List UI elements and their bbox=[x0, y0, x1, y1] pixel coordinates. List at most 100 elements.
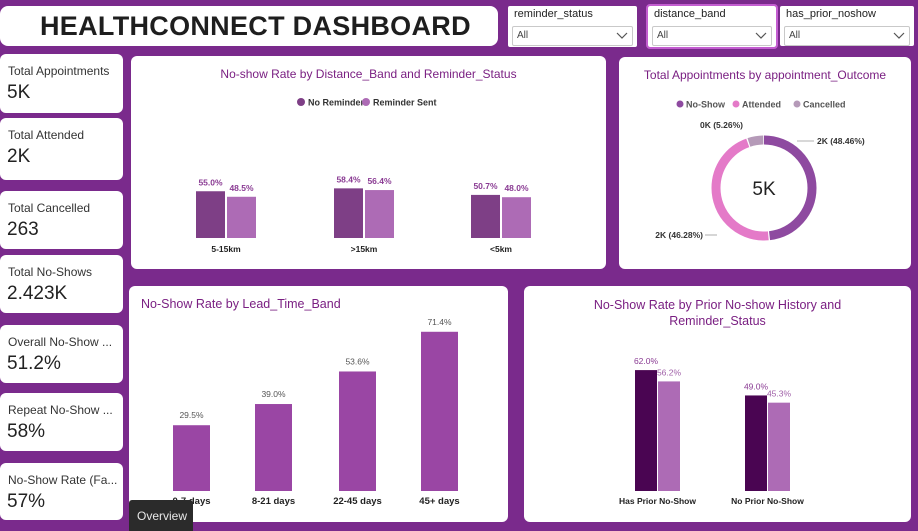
kpi-label: Total No-Shows bbox=[8, 265, 93, 279]
bar-5-15km-no-reminder bbox=[196, 191, 225, 238]
kpi-value: 57% bbox=[7, 491, 46, 512]
bar-8-21 days bbox=[255, 404, 292, 491]
kpi-overall-no-show-rate: Overall No-Show ... 51.2% bbox=[0, 325, 123, 383]
legend-marker bbox=[297, 98, 305, 106]
distance-chart-card: No-show Rate by Distance_Band and Remind… bbox=[131, 56, 606, 269]
slice-label: 2K (46.28%) bbox=[655, 230, 703, 240]
x-tick-label: Has Prior No-Show bbox=[619, 496, 696, 506]
legend-marker bbox=[676, 100, 684, 108]
slicer-label: has_prior_noshow bbox=[786, 8, 876, 20]
chart-title: Total Appointments by appointment_Outcom… bbox=[643, 68, 887, 82]
bar-45+ days bbox=[421, 331, 458, 491]
kpi-label: Total Appointments bbox=[8, 64, 110, 78]
kpi-label: Total Cancelled bbox=[8, 201, 91, 215]
slicer-value: All bbox=[517, 30, 529, 41]
kpi-total-cancelled: Total Cancelled 263 bbox=[0, 191, 123, 249]
distance-bar-chart: No Reminder Reminder Sent 55.0% 48.5% 5-15km… bbox=[196, 98, 531, 254]
kpi-value: 58% bbox=[7, 421, 46, 442]
x-tick-label: >15km bbox=[351, 244, 378, 254]
chevron-down-icon bbox=[893, 32, 905, 39]
bar-5-15km-reminder-sent bbox=[227, 196, 256, 238]
kpi-repeat-no-show-rate: Repeat No-Show ... 58% bbox=[0, 393, 123, 451]
page-tab-label: Overview bbox=[137, 509, 188, 523]
kpi-total-no-shows: Total No-Shows 2.423K bbox=[0, 255, 123, 313]
x-tick-label: <5km bbox=[490, 244, 512, 254]
donut-center-label: 5K bbox=[752, 179, 776, 200]
kpi-label: Overall No-Show ... bbox=[8, 335, 113, 349]
slicer-distance-band[interactable]: distance_band All bbox=[646, 4, 778, 49]
page-tab-overview[interactable]: Overview bbox=[129, 500, 193, 531]
kpi-value: 2K bbox=[7, 146, 31, 167]
legend-marker bbox=[362, 98, 370, 106]
leadtime-chart-card: No-Show Rate by Lead_Time_Band 29.5%0-7 … bbox=[129, 286, 508, 522]
bar-0-7 days bbox=[173, 425, 210, 491]
prior-chart-card: No-Show Rate by Prior No-show History an… bbox=[524, 286, 911, 522]
title-card: HEALTHCONNECT DASHBOARD bbox=[0, 6, 498, 46]
data-label: 48.5% bbox=[229, 183, 254, 193]
x-tick-label: No Prior No-Show bbox=[731, 496, 804, 506]
kpi-label: No-Show Rate (Fa... bbox=[8, 473, 118, 487]
chart-title: No-Show Rate by Prior No-show History an… bbox=[593, 298, 842, 328]
kpi-total-attended: Total Attended 2K bbox=[0, 118, 123, 180]
kpi-no-show-rate-fa: No-Show Rate (Fa... 57% bbox=[0, 463, 123, 520]
legend-label: Reminder Sent bbox=[373, 98, 437, 108]
chart-title: No-Show Rate by Lead_Time_Band bbox=[141, 297, 341, 311]
data-label: 45.3% bbox=[767, 389, 792, 399]
legend-label: Attended bbox=[742, 100, 781, 110]
bar-<5km-no-reminder bbox=[471, 194, 500, 238]
data-label: 29.5% bbox=[179, 410, 204, 420]
bar-<5km-reminder-sent bbox=[502, 197, 531, 238]
bar-Has Prior No-Show-series-1 bbox=[658, 381, 680, 491]
data-label: 71.4% bbox=[427, 317, 452, 327]
slicer-dropdown[interactable]: All bbox=[652, 26, 772, 46]
slicer-reminder-status[interactable]: reminder_status All bbox=[508, 6, 637, 47]
legend-label: No Reminder bbox=[308, 98, 365, 108]
data-label: 39.0% bbox=[261, 389, 286, 399]
slicer-label: distance_band bbox=[654, 8, 726, 20]
data-label: 55.0% bbox=[198, 177, 223, 187]
kpi-total-appointments: Total Appointments 5K bbox=[0, 54, 123, 113]
legend-label: No-Show bbox=[686, 100, 726, 110]
outcome-chart-card: Total Appointments by appointment_Outcom… bbox=[619, 57, 911, 269]
prior-bar-chart: 62.0%56.2% Has Prior No-Show 49.0%45.3% No … bbox=[619, 356, 804, 506]
legend-marker bbox=[793, 100, 801, 108]
data-label: 48.0% bbox=[504, 183, 529, 193]
x-tick-label: 45+ days bbox=[419, 496, 459, 507]
bar-Has Prior No-Show-series-0 bbox=[635, 370, 657, 491]
slice-label: 0K (5.26%) bbox=[700, 120, 743, 130]
data-label: 53.6% bbox=[345, 356, 370, 366]
bar-22-45 days bbox=[339, 371, 376, 491]
data-label: 50.7% bbox=[473, 181, 498, 191]
slicer-value: All bbox=[789, 30, 801, 41]
donut-slice-attended bbox=[711, 135, 817, 241]
slicer-has-prior-noshow[interactable]: has_prior_noshow All bbox=[780, 6, 914, 46]
kpi-value: 51.2% bbox=[7, 353, 61, 374]
dashboard-title: HEALTHCONNECT DASHBOARD bbox=[40, 11, 471, 41]
slice-label: 2K (48.46%) bbox=[817, 136, 865, 146]
x-tick-label: 22-45 days bbox=[333, 496, 382, 507]
kpi-value: 5K bbox=[7, 82, 31, 103]
data-label: 56.4% bbox=[367, 176, 392, 186]
slicer-dropdown[interactable]: All bbox=[784, 26, 910, 46]
kpi-value: 2.423K bbox=[7, 283, 68, 304]
slicer-label: reminder_status bbox=[514, 8, 593, 20]
kpi-label: Repeat No-Show ... bbox=[8, 403, 113, 417]
donut-slice-no-show bbox=[711, 135, 817, 241]
bar-No Prior No-Show-series-1 bbox=[768, 402, 790, 491]
bar->15km-no-reminder bbox=[334, 188, 363, 238]
data-label: 49.0% bbox=[744, 381, 769, 391]
legend-label: Cancelled bbox=[803, 100, 846, 110]
x-tick-label: 8-21 days bbox=[252, 496, 295, 507]
bar->15km-reminder-sent bbox=[365, 190, 394, 238]
kpi-value: 263 bbox=[7, 219, 39, 240]
outcome-donut-chart: No-Show Attended Cancelled 5K 2K (48.46%) 2K … bbox=[655, 100, 865, 241]
chevron-down-icon bbox=[755, 32, 767, 39]
x-tick-label: 5-15km bbox=[211, 244, 241, 254]
data-label: 62.0% bbox=[634, 356, 659, 366]
data-label: 56.2% bbox=[657, 367, 682, 377]
legend-marker bbox=[732, 100, 740, 108]
bar-No Prior No-Show-series-0 bbox=[745, 395, 767, 491]
slicer-dropdown[interactable]: All bbox=[512, 26, 633, 46]
chart-title: No-show Rate by Distance_Band and Remind… bbox=[220, 67, 517, 81]
